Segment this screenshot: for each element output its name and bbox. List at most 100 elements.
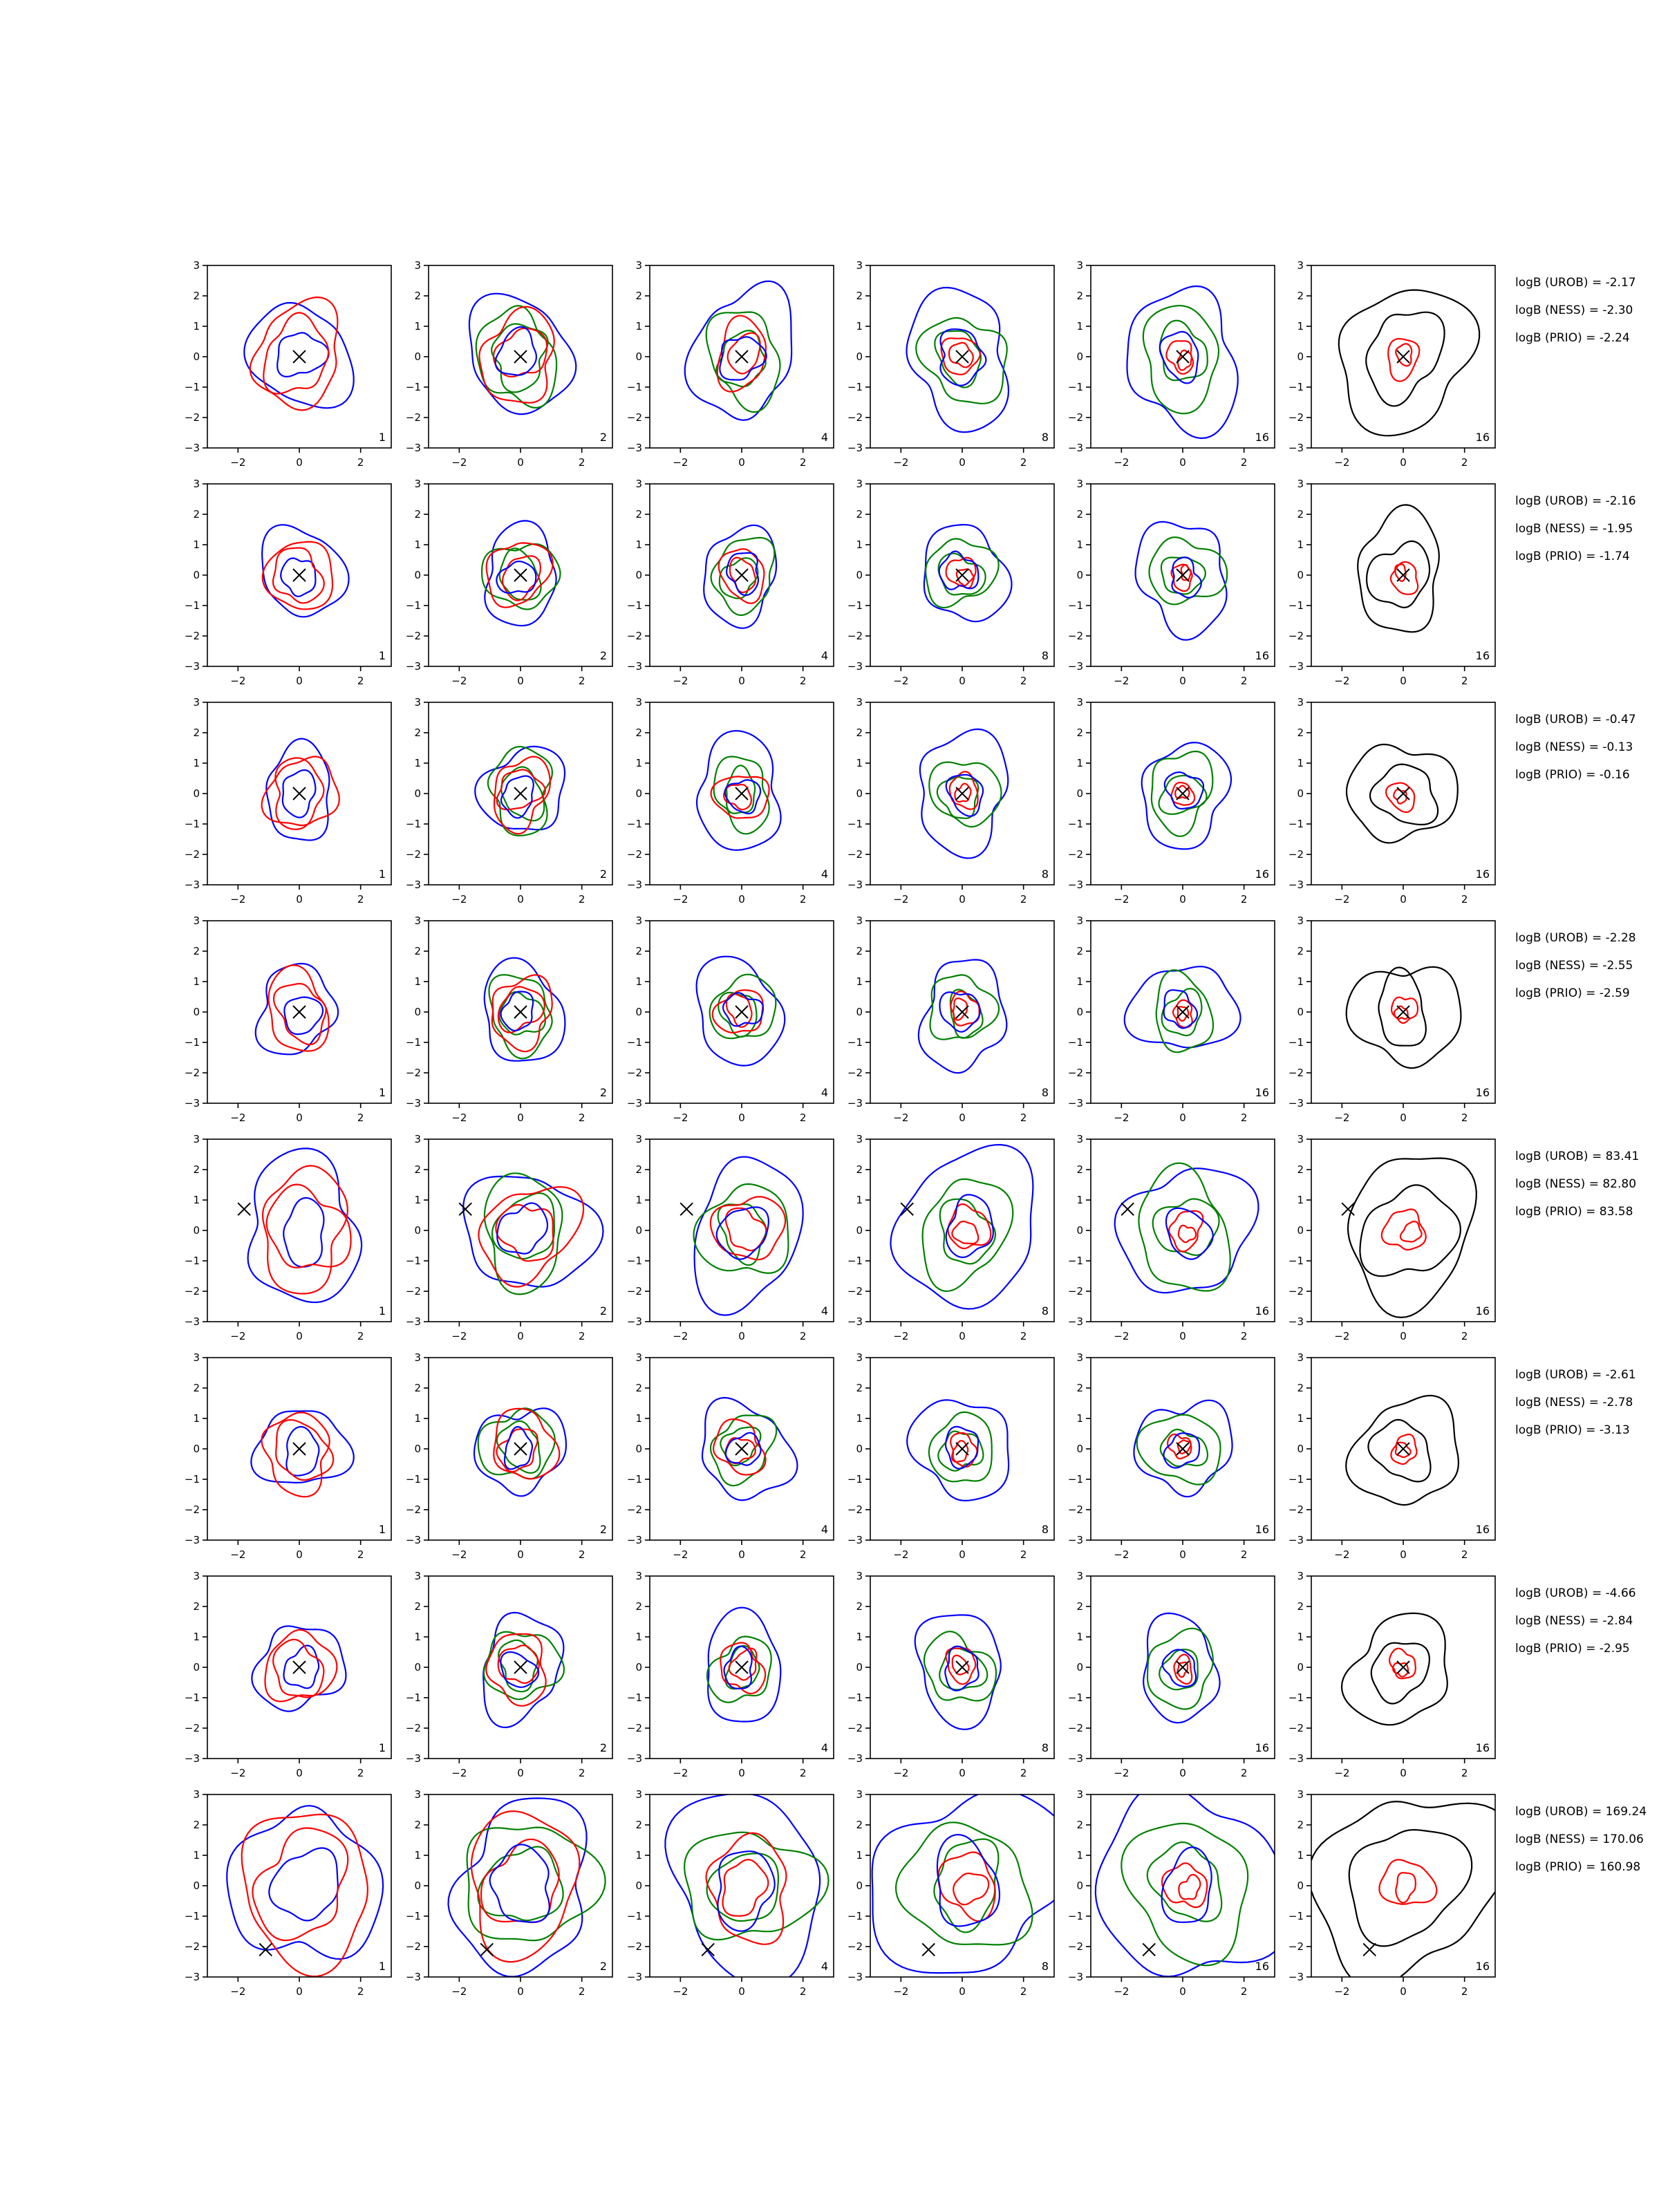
x-tick-label: 2 [1020, 1112, 1027, 1124]
marker-x [955, 1005, 969, 1019]
black-contour [1378, 966, 1427, 1047]
x-tick-label: −2 [451, 1112, 467, 1124]
panel-r1-c2: −3 −2 −1 0 1 2 3 −2 0 2 2 [406, 259, 613, 469]
blue-contour [473, 1407, 567, 1497]
logb-annotation: logB (NESS) = -2.55 [1515, 959, 1633, 973]
marker-x [735, 787, 749, 800]
blue-contour [496, 561, 537, 594]
y-tick-label: −3 [627, 879, 642, 891]
red-contour [485, 1633, 547, 1707]
y-tick-label: 3 [193, 478, 200, 490]
blue-contour [701, 1396, 798, 1501]
y-tick-label: −3 [847, 1971, 863, 1983]
panel-count-label: 4 [821, 1523, 828, 1536]
red-contour [953, 1872, 990, 1906]
y-tick-label: 3 [193, 1570, 200, 1582]
red-contour [1170, 782, 1196, 806]
x-tick-label: −2 [673, 1767, 688, 1779]
x-tick-label: 0 [517, 1112, 524, 1124]
y-tick-label: −2 [185, 630, 200, 642]
blue-contour [1165, 1207, 1214, 1260]
panel-r3-c6: −3 −2 −1 0 1 2 3 −2 0 2 16 [1288, 696, 1496, 906]
contour-set [906, 1399, 1010, 1502]
y-tick-label: −2 [847, 1285, 863, 1297]
y-tick-label: 1 [856, 757, 863, 769]
contour-set [1141, 741, 1232, 850]
y-tick-label: −3 [1288, 1315, 1304, 1328]
y-tick-label: −1 [1288, 381, 1304, 393]
x-tick-label: 2 [579, 1112, 585, 1124]
y-tick-label: 0 [856, 787, 863, 800]
red-contour [725, 993, 753, 1028]
y-tick-label: 3 [635, 478, 642, 490]
panel-r5-c5: −3 −2 −1 0 1 2 3 −2 0 2 16 [1068, 1133, 1275, 1342]
y-tick-label: −1 [185, 818, 200, 830]
y-tick-label: 0 [856, 1661, 863, 1674]
blue-contour [871, 1794, 1054, 1974]
marker-x [458, 1202, 472, 1216]
y-tick-label: 3 [1076, 1570, 1083, 1582]
red-contour [720, 1642, 767, 1695]
y-tick-label: 1 [1297, 757, 1304, 769]
y-tick-label: 0 [1297, 569, 1304, 581]
x-tick-label: 2 [357, 675, 364, 687]
green-contour [1146, 1841, 1223, 1922]
blue-contour [717, 1850, 776, 1932]
red-contour [953, 997, 968, 1021]
x-tick-label: 2 [1241, 1330, 1248, 1342]
y-tick-label: −1 [627, 1473, 642, 1485]
y-tick-label: 2 [635, 1819, 642, 1831]
y-tick-label: 1 [1297, 1412, 1304, 1425]
contour-set [447, 1797, 606, 1977]
x-tick-label: 2 [800, 675, 807, 687]
y-tick-label: 1 [414, 975, 421, 988]
marker-x [1142, 1942, 1156, 1957]
y-tick-label: −2 [847, 1067, 863, 1079]
y-tick-label: −2 [1288, 630, 1304, 642]
panel-count-label: 16 [1255, 431, 1269, 444]
panel-count-label: 8 [1042, 431, 1049, 444]
x-tick-label: −2 [893, 1548, 908, 1561]
panel-r5-c2: −3 −2 −1 0 1 2 3 −2 0 2 2 [406, 1133, 613, 1342]
y-tick-label: −2 [1288, 411, 1304, 424]
blue-contour [1163, 1432, 1201, 1469]
x-tick-label: 0 [517, 1330, 524, 1342]
green-contour [1121, 1822, 1249, 1967]
green-contour [1159, 1649, 1199, 1691]
marker-x [955, 568, 969, 582]
green-contour [921, 1178, 1014, 1293]
green-contour [894, 1821, 1033, 1946]
x-tick-label: 2 [1241, 675, 1248, 687]
x-tick-label: 0 [296, 1767, 303, 1779]
logb-annotation: logB (PRIO) = -2.95 [1515, 1642, 1630, 1656]
y-tick-label: 0 [635, 1661, 642, 1674]
x-tick-label: −2 [230, 1548, 245, 1561]
y-tick-label: 0 [1076, 350, 1083, 363]
y-tick-label: 0 [193, 1224, 200, 1237]
x-tick-label: 0 [959, 675, 966, 687]
marker-x [514, 1660, 527, 1674]
marker-x [679, 1202, 693, 1216]
red-contour [493, 1407, 561, 1480]
panel-r7-c4: −3 −2 −1 0 1 2 3 −2 0 2 8 [847, 1570, 1055, 1779]
y-tick-label: 2 [414, 290, 421, 302]
panel-r4-c4: −3 −2 −1 0 1 2 3 −2 0 2 8 [847, 915, 1055, 1124]
contour-set [474, 745, 566, 837]
x-tick-label: −2 [230, 675, 245, 687]
x-tick-label: 2 [800, 1330, 807, 1342]
x-tick-label: −2 [1334, 1985, 1349, 1998]
y-tick-label: 2 [1076, 1163, 1083, 1176]
logb-annotation: logB (UROB) = 83.41 [1515, 1150, 1639, 1163]
x-tick-label: −2 [1114, 675, 1129, 687]
y-tick-label: 1 [414, 538, 421, 551]
marker-x [900, 1202, 914, 1216]
y-tick-label: 3 [635, 696, 642, 709]
y-tick-label: −1 [627, 818, 642, 830]
y-tick-label: −1 [406, 599, 421, 612]
x-tick-label: 2 [800, 1548, 807, 1561]
y-tick-label: 1 [193, 1194, 200, 1206]
x-tick-label: 0 [738, 1767, 745, 1779]
x-tick-label: 0 [296, 1548, 303, 1561]
y-tick-label: 2 [1297, 508, 1304, 521]
y-tick-label: −2 [406, 411, 421, 424]
